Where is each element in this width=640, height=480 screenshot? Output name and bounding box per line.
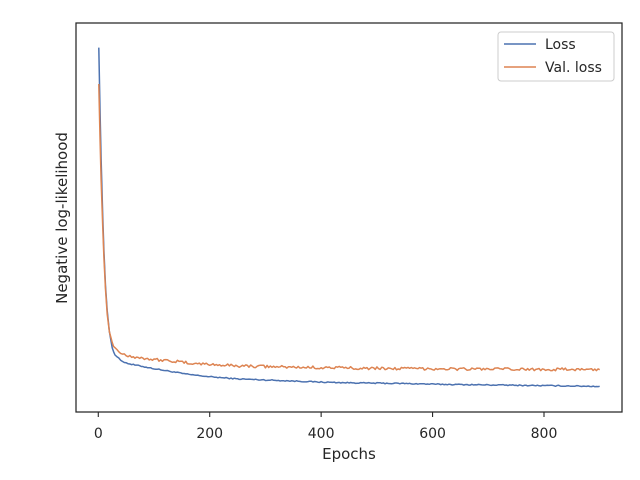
x-tick-label: 200 [196,426,223,442]
series-layer [98,47,601,388]
legend: Loss Val. loss [497,31,615,82]
x-tick-label: 600 [419,426,446,442]
x-tick-label: 0 [94,426,103,442]
x-tick-label: 400 [308,426,335,442]
x-axis-label: Epochs [322,445,376,463]
y-axis-label: Negative log-likelihood [53,132,71,304]
plot-area-border [75,22,623,413]
x-tick-label: 800 [531,426,558,442]
legend-label-val-loss: Val. loss [545,60,602,76]
series-line-loss [98,47,600,388]
series-line-val-loss [98,83,601,372]
legend-label-loss: Loss [545,37,576,53]
x-axis-ticks: 0 200 400 600 800 [94,412,558,442]
